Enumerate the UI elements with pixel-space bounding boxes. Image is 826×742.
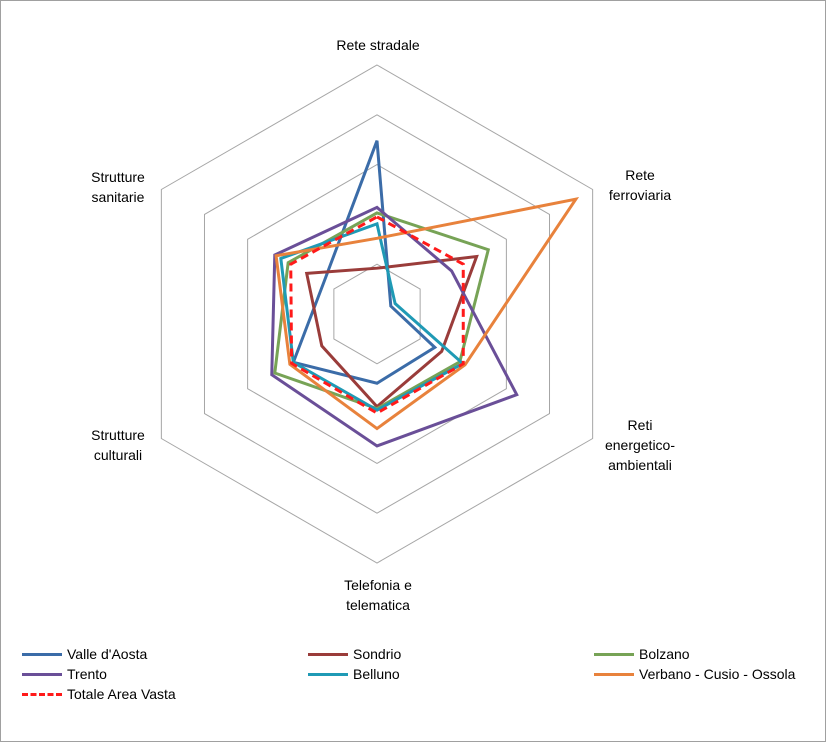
- series-totale-area-vasta: [289, 215, 465, 415]
- gridline-ring: [203, 114, 551, 514]
- legend-item: Totale Area Vasta: [22, 685, 176, 703]
- gridline-ring: [160, 64, 594, 564]
- legend-item: Belluno: [308, 665, 400, 683]
- axis-label-reti-energetico-ambientali: Reti energetico- ambientali: [604, 417, 676, 473]
- series-valle-d-aosta: [291, 140, 438, 385]
- legend-label: Valle d'Aosta: [67, 646, 148, 662]
- legend-swatch: [594, 652, 634, 656]
- legend-swatch: [308, 652, 348, 656]
- legend-label: Bolzano: [639, 646, 690, 662]
- legend-label: Verbano - Cusio - Ossola: [639, 666, 796, 682]
- legend-item: Valle d'Aosta: [22, 645, 147, 663]
- gridline-ring: [247, 164, 507, 464]
- axis-label-rete-ferroviaria: Rete ferroviaria: [608, 167, 672, 203]
- series-verbano-cusio-ossola: [274, 197, 580, 431]
- axis-label-rete-stradale: Rete stradale: [336, 37, 420, 53]
- legend-item: Sondrio: [308, 645, 401, 663]
- legend-swatch: [594, 672, 634, 676]
- legend-swatch: [22, 672, 62, 676]
- legend-swatch: [308, 672, 348, 676]
- axis-label-strutture-sanitarie: Strutture sanitarie: [91, 169, 145, 205]
- legend-swatch: [22, 692, 62, 696]
- axis-label-telefonia-telematica: Telefonia e telematica: [344, 577, 412, 613]
- gridline-ring: [333, 263, 421, 365]
- series-belluno: [279, 221, 466, 412]
- legend-item: Bolzano: [594, 645, 690, 663]
- legend-label: Belluno: [353, 666, 400, 682]
- legend-item: Verbano - Cusio - Ossola: [594, 665, 795, 683]
- legend-item: Trento: [22, 665, 107, 683]
- legend-label: Trento: [67, 666, 107, 682]
- legend-label: Totale Area Vasta: [67, 686, 176, 702]
- legend-swatch: [22, 652, 62, 656]
- axis-label-strutture-culturali: Strutture culturali: [91, 427, 145, 463]
- series-sondrio: [304, 254, 479, 409]
- legend-label: Sondrio: [353, 646, 402, 662]
